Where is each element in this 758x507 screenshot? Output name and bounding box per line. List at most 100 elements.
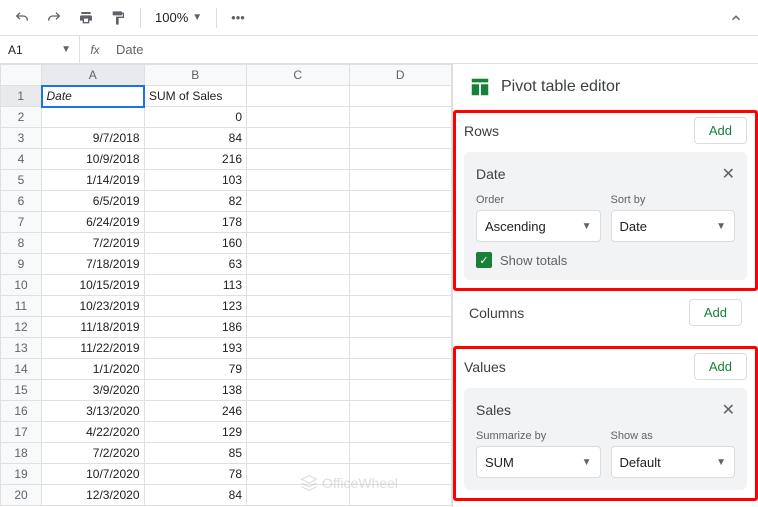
cell[interactable]: 1/14/2019 — [42, 170, 145, 191]
show-totals-checkbox[interactable]: ✓ — [476, 252, 492, 268]
cell[interactable]: 216 — [144, 149, 247, 170]
cell[interactable] — [349, 254, 452, 275]
row-header[interactable]: 17 — [1, 422, 42, 443]
cell[interactable] — [247, 359, 350, 380]
cell[interactable]: 78 — [144, 464, 247, 485]
cell[interactable]: 10/9/2018 — [42, 149, 145, 170]
cell[interactable] — [247, 191, 350, 212]
row-header[interactable]: 4 — [1, 149, 42, 170]
cell[interactable]: 113 — [144, 275, 247, 296]
row-header[interactable]: 2 — [1, 107, 42, 128]
cell[interactable]: 84 — [144, 485, 247, 506]
cell[interactable] — [247, 212, 350, 233]
row-header[interactable]: 6 — [1, 191, 42, 212]
cell[interactable]: 103 — [144, 170, 247, 191]
cell[interactable] — [349, 170, 452, 191]
row-header[interactable]: 5 — [1, 170, 42, 191]
cell[interactable]: 11/22/2019 — [42, 338, 145, 359]
row-header[interactable]: 10 — [1, 275, 42, 296]
cell[interactable]: 3/13/2020 — [42, 401, 145, 422]
cell[interactable] — [247, 254, 350, 275]
cell[interactable] — [349, 149, 452, 170]
cell[interactable] — [247, 401, 350, 422]
col-header-c[interactable]: C — [247, 65, 350, 86]
close-icon[interactable]: ✕ — [722, 164, 735, 184]
cell[interactable]: 63 — [144, 254, 247, 275]
cell[interactable]: 79 — [144, 359, 247, 380]
cell[interactable] — [349, 128, 452, 149]
col-header-b[interactable]: B — [144, 65, 247, 86]
cell[interactable]: 82 — [144, 191, 247, 212]
cell[interactable] — [247, 296, 350, 317]
cell[interactable] — [247, 128, 350, 149]
cell[interactable] — [247, 233, 350, 254]
cell[interactable] — [349, 422, 452, 443]
cell[interactable]: 246 — [144, 401, 247, 422]
cell[interactable] — [247, 86, 350, 107]
cell[interactable] — [42, 107, 145, 128]
cell[interactable]: 123 — [144, 296, 247, 317]
cell[interactable]: 186 — [144, 317, 247, 338]
cell[interactable]: SUM of Sales — [144, 86, 247, 107]
cell[interactable] — [247, 338, 350, 359]
cell[interactable]: Date — [42, 86, 145, 107]
undo-icon[interactable] — [8, 4, 36, 32]
cell[interactable]: 7/2/2019 — [42, 233, 145, 254]
row-header[interactable]: 18 — [1, 443, 42, 464]
cell[interactable]: 6/24/2019 — [42, 212, 145, 233]
cell[interactable]: 1/1/2020 — [42, 359, 145, 380]
row-header[interactable]: 8 — [1, 233, 42, 254]
cell[interactable]: 138 — [144, 380, 247, 401]
more-icon[interactable]: ••• — [225, 10, 251, 25]
row-header[interactable]: 16 — [1, 401, 42, 422]
cell[interactable]: 178 — [144, 212, 247, 233]
summarize-select[interactable]: SUM▼ — [476, 446, 601, 478]
cell[interactable]: 12/3/2020 — [42, 485, 145, 506]
cell[interactable] — [247, 170, 350, 191]
row-header[interactable]: 1 — [1, 86, 42, 107]
cell[interactable] — [247, 107, 350, 128]
cell[interactable]: 11/18/2019 — [42, 317, 145, 338]
cell[interactable] — [349, 107, 452, 128]
row-header[interactable]: 12 — [1, 317, 42, 338]
cell[interactable] — [247, 422, 350, 443]
cell[interactable] — [349, 275, 452, 296]
cell[interactable]: 193 — [144, 338, 247, 359]
add-rows-button[interactable]: Add — [694, 117, 747, 144]
cell[interactable] — [349, 338, 452, 359]
col-header-a[interactable]: A — [42, 65, 145, 86]
cell[interactable] — [349, 401, 452, 422]
cell[interactable] — [349, 443, 452, 464]
cell[interactable] — [349, 86, 452, 107]
cell[interactable]: 129 — [144, 422, 247, 443]
cell[interactable] — [349, 233, 452, 254]
collapse-icon[interactable] — [722, 4, 750, 32]
cell[interactable]: 7/18/2019 — [42, 254, 145, 275]
cell[interactable] — [247, 149, 350, 170]
cell[interactable] — [349, 212, 452, 233]
row-header[interactable]: 7 — [1, 212, 42, 233]
close-icon[interactable]: ✕ — [722, 400, 735, 420]
cell[interactable] — [349, 317, 452, 338]
cell-reference[interactable]: A1▼ — [0, 36, 80, 63]
cell[interactable]: 0 — [144, 107, 247, 128]
row-header[interactable]: 19 — [1, 464, 42, 485]
row-header[interactable]: 14 — [1, 359, 42, 380]
cell[interactable]: 10/15/2019 — [42, 275, 145, 296]
order-select[interactable]: Ascending▼ — [476, 210, 601, 242]
col-header-d[interactable]: D — [349, 65, 452, 86]
row-header[interactable]: 3 — [1, 128, 42, 149]
cell[interactable] — [247, 317, 350, 338]
row-header[interactable]: 11 — [1, 296, 42, 317]
showas-select[interactable]: Default▼ — [611, 446, 736, 478]
sortby-select[interactable]: Date▼ — [611, 210, 736, 242]
cell[interactable] — [247, 380, 350, 401]
cell[interactable] — [247, 275, 350, 296]
cell[interactable] — [349, 296, 452, 317]
cell[interactable]: 9/7/2018 — [42, 128, 145, 149]
add-columns-button[interactable]: Add — [689, 299, 742, 326]
redo-icon[interactable] — [40, 4, 68, 32]
cell[interactable]: 6/5/2019 — [42, 191, 145, 212]
formula-value[interactable]: Date — [110, 42, 758, 57]
cell[interactable] — [349, 191, 452, 212]
